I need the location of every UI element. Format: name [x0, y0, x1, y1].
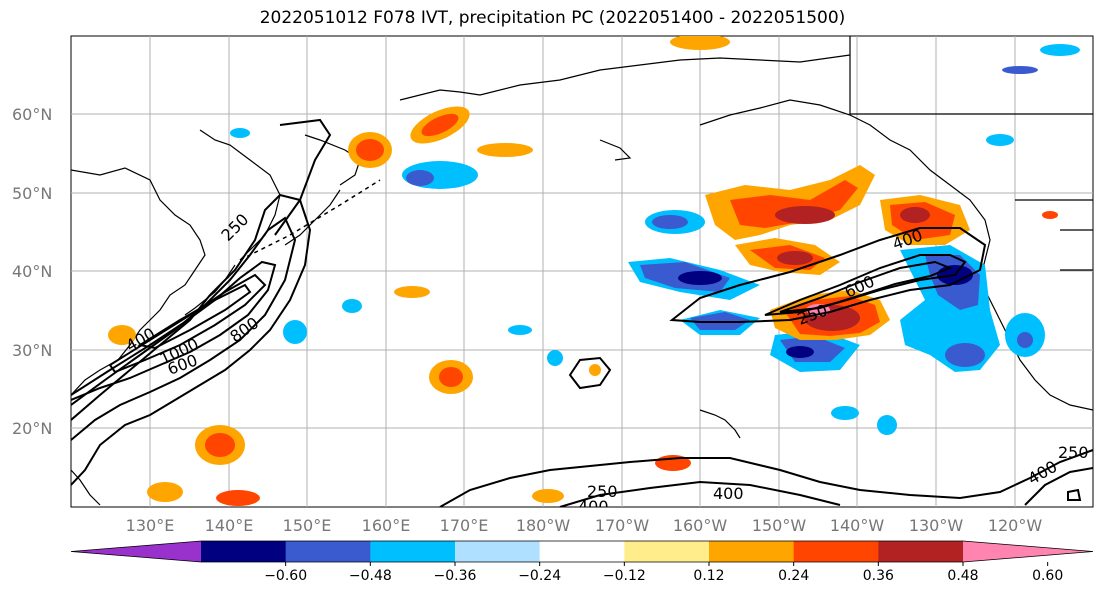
- lon-label: 150°E: [283, 516, 332, 535]
- lat-label: 30°N: [12, 341, 52, 360]
- lon-label: 130°W: [909, 516, 964, 535]
- colorbar-segment: [455, 541, 541, 562]
- colorbar-segment: [709, 541, 795, 562]
- colorbar-tick-label: −0.60: [264, 568, 307, 584]
- colorbar-tick-label: −0.36: [434, 568, 477, 584]
- colorbar-segment: [201, 541, 287, 562]
- ivt-contours: [71, 118, 1093, 507]
- colorbar-labels: −0.60 −0.48 −0.36 −0.24 −0.12 0.12 0.24 0.36 0.4…: [264, 562, 1063, 584]
- precip-pc-fill: [108, 36, 1080, 506]
- lon-label: 140°E: [205, 516, 254, 535]
- lat-label: 50°N: [12, 184, 52, 203]
- contour-label: 400: [578, 497, 609, 516]
- colorbar-tick-label: −0.48: [349, 568, 392, 584]
- lon-label: 140°W: [830, 516, 885, 535]
- coastlines: [71, 36, 1093, 506]
- colorbar-segment: [624, 541, 710, 562]
- colorbar-segment: [370, 541, 456, 562]
- colorbar-extend-min: [71, 541, 201, 562]
- lat-label: 20°N: [12, 419, 52, 438]
- lon-label: 130°E: [126, 516, 175, 535]
- lon-label: 180°W: [516, 516, 571, 535]
- colorbar-segment: [793, 541, 879, 562]
- colorbar-extend-max: [963, 541, 1093, 562]
- colorbar-tick-label: 0.48: [947, 568, 978, 584]
- lat-label: 40°N: [12, 262, 52, 281]
- lon-axis: 130°E 140°E 150°E 160°E 170°E 180°W 170°…: [126, 516, 1043, 535]
- colorbar-tick-label: 0.24: [778, 568, 809, 584]
- colorbar-outline: [70, 540, 1094, 563]
- colorbar-tick-label: 0.12: [693, 568, 724, 584]
- contour-label: 400: [713, 484, 744, 503]
- boundary-dashed: [239, 179, 381, 261]
- lon-label: 170°E: [440, 516, 489, 535]
- lat-label: 60°N: [12, 105, 52, 124]
- colorbar-segment: [878, 541, 964, 562]
- colorbar-tick-label: −0.12: [603, 568, 646, 584]
- colorbar: [70, 540, 1094, 563]
- lon-label: 160°W: [673, 516, 728, 535]
- contour-label: 250: [1058, 443, 1089, 462]
- colorbar-tick-label: 0.60: [1032, 568, 1063, 584]
- colorbar-segment: [539, 541, 625, 562]
- lon-label: 160°E: [362, 516, 411, 535]
- colorbar-segment: [285, 541, 371, 562]
- lon-label: 150°W: [752, 516, 807, 535]
- map-title: 2022051012 F078 IVT, precipitation PC (2…: [259, 8, 846, 28]
- colorbar-tick-label: −0.24: [518, 568, 561, 584]
- colorbar-tick-label: 0.36: [863, 568, 894, 584]
- lat-axis: 60°N 50°N 40°N 30°N 20°N: [12, 105, 52, 438]
- contour-label: 250: [587, 482, 618, 501]
- lon-label: 170°W: [595, 516, 650, 535]
- lon-label: 120°W: [988, 516, 1043, 535]
